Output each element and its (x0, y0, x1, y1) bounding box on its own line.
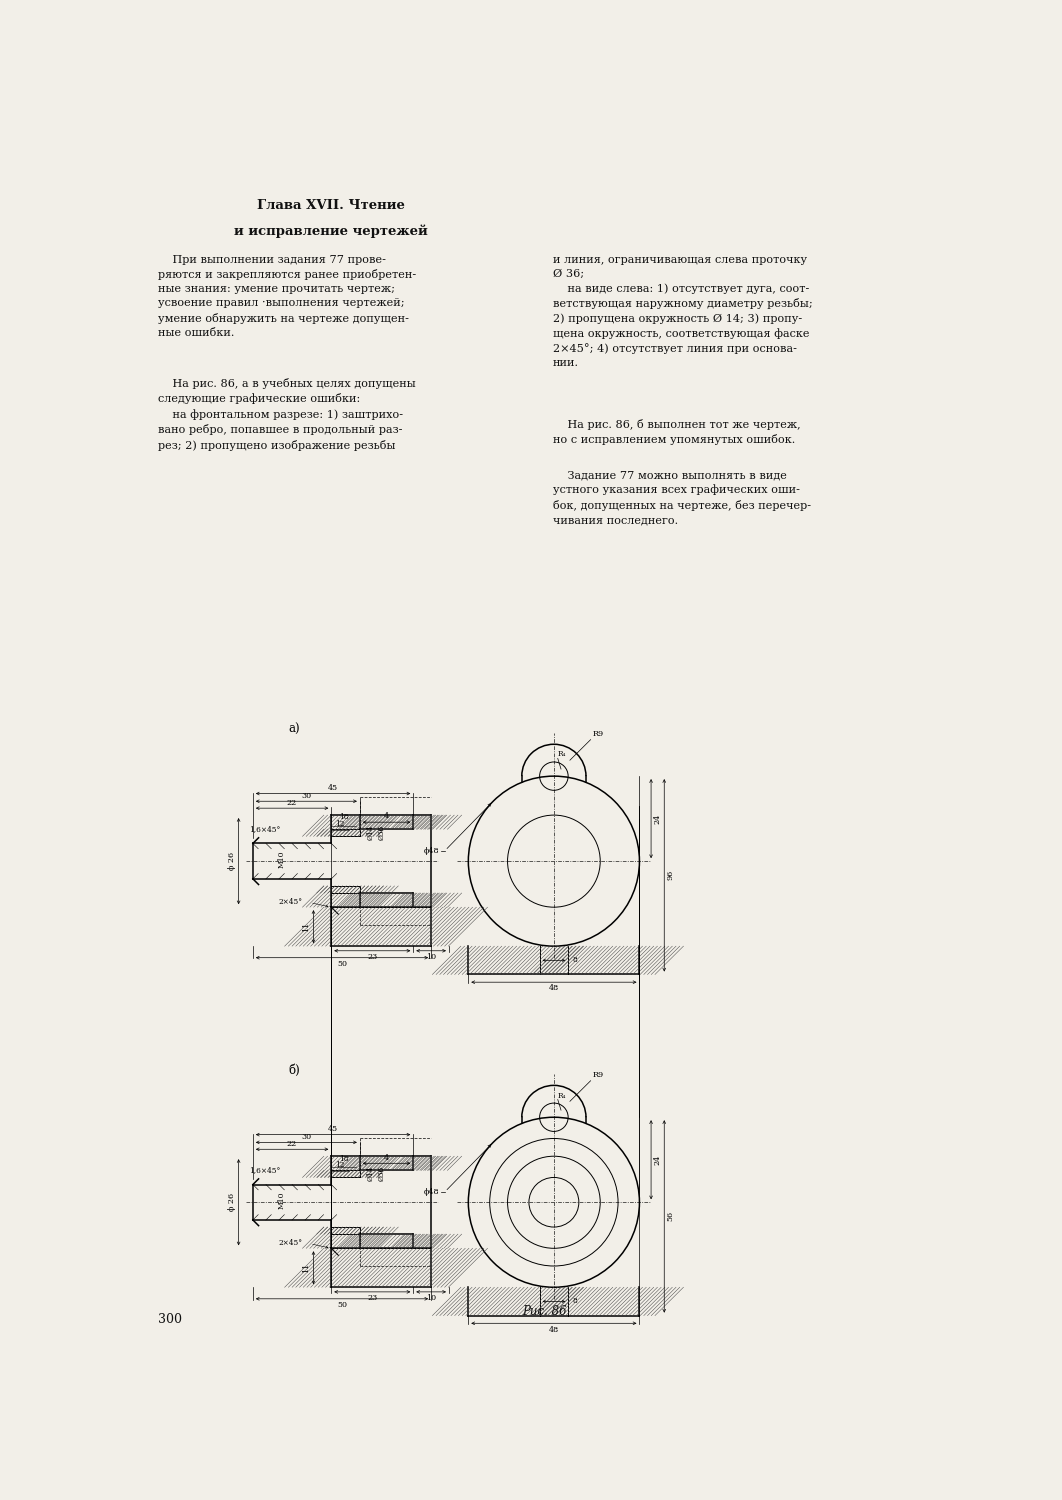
Bar (331, 830, 360, 837)
Text: ϕ 26: ϕ 26 (227, 852, 236, 870)
Bar (413, 1234, 431, 1248)
Text: 4: 4 (384, 1154, 389, 1161)
Text: Ø14: Ø14 (366, 825, 375, 840)
Text: R₄: R₄ (558, 1092, 566, 1100)
Text: ϕ48: ϕ48 (424, 846, 440, 855)
Text: 56: 56 (667, 1212, 674, 1221)
Text: 18: 18 (339, 813, 348, 822)
Text: Рис. 86: Рис. 86 (521, 1305, 567, 1318)
Bar (360, 1156, 413, 1170)
Bar (468, 1287, 539, 1316)
Text: М10: М10 (277, 850, 286, 868)
Bar (331, 1156, 360, 1178)
Text: ϕ48: ϕ48 (424, 1188, 440, 1196)
Bar (331, 908, 431, 946)
Text: 22: 22 (287, 798, 297, 807)
Text: R₄: R₄ (558, 750, 566, 759)
Bar (413, 892, 431, 908)
Bar (331, 886, 360, 908)
Text: 300: 300 (158, 1312, 183, 1326)
Bar (413, 1156, 431, 1170)
Bar (468, 946, 539, 975)
Text: 8: 8 (572, 1298, 577, 1305)
Bar (331, 1248, 431, 1287)
Text: 10: 10 (426, 952, 436, 962)
Text: 8: 8 (572, 957, 577, 964)
Bar (360, 815, 413, 830)
Text: 24: 24 (653, 1155, 662, 1166)
Text: 22: 22 (287, 1140, 297, 1148)
Text: 48: 48 (549, 984, 559, 993)
Text: 12: 12 (336, 819, 345, 828)
Text: Ø36: Ø36 (377, 825, 386, 840)
Bar (331, 886, 360, 892)
Text: и линия, ограничивающая слева проточку
Ø 36;
    на виде слева: 1) отсутствует д: и линия, ограничивающая слева проточку Ø… (553, 255, 812, 369)
Text: Глава XVII. Чтение: Глава XVII. Чтение (257, 200, 405, 213)
Bar (360, 892, 413, 908)
Bar (568, 946, 639, 975)
Text: 23: 23 (367, 1294, 377, 1302)
Text: 50: 50 (337, 960, 347, 968)
Text: 24: 24 (653, 813, 662, 824)
Text: R9: R9 (593, 1071, 603, 1078)
Text: Ø36: Ø36 (377, 1166, 386, 1180)
Text: 2×45°: 2×45° (279, 897, 303, 906)
Bar (331, 1227, 360, 1234)
Text: 18: 18 (339, 1155, 348, 1162)
Text: Ø14: Ø14 (366, 1166, 375, 1180)
Text: 48: 48 (549, 1326, 559, 1334)
Text: На рис. 86, б выполнен тот же чертеж,
но с исправлением упомянутых ошибок.: На рис. 86, б выполнен тот же чертеж, но… (553, 419, 801, 446)
Text: М10: М10 (277, 1192, 286, 1209)
Bar (331, 1227, 360, 1248)
Bar (568, 1287, 639, 1316)
Text: 45: 45 (328, 1125, 338, 1132)
Bar (413, 815, 431, 830)
Text: 11: 11 (303, 1263, 310, 1274)
Text: ϕ 26: ϕ 26 (227, 1192, 236, 1212)
Text: 96: 96 (667, 870, 674, 880)
Text: 12: 12 (336, 1161, 345, 1168)
Text: б): б) (289, 1064, 301, 1077)
Text: 10: 10 (426, 1294, 436, 1302)
Text: 11: 11 (303, 921, 310, 932)
Text: 45: 45 (328, 784, 338, 792)
Bar (360, 1234, 413, 1248)
Text: 4: 4 (384, 813, 389, 820)
Text: 2×45°: 2×45° (279, 1239, 303, 1246)
Text: 30: 30 (302, 792, 311, 800)
Text: а): а) (289, 723, 301, 736)
Text: На рис. 86, а в учебных целях допущены
следующие графические ошибки:
    на фрон: На рис. 86, а в учебных целях допущены с… (158, 378, 416, 450)
Text: 23: 23 (367, 952, 377, 962)
Text: 50: 50 (337, 1300, 347, 1310)
Text: и исправление чертежей: и исправление чертежей (235, 225, 428, 238)
Text: 1,6×45°: 1,6×45° (250, 1167, 280, 1174)
Text: Задание 77 можно выполнять в виде
устного указания всех графических оши-
бок, до: Задание 77 можно выполнять в виде устног… (553, 471, 810, 525)
Bar (331, 1170, 360, 1178)
Text: 30: 30 (302, 1132, 311, 1142)
Bar (331, 815, 360, 837)
Text: 1,6×45°: 1,6×45° (250, 825, 280, 833)
Text: При выполнении задания 77 прове-
ряются и закрепляются ранее приобретен-
ные зна: При выполнении задания 77 прове- ряются … (158, 255, 416, 338)
Text: R9: R9 (593, 730, 603, 738)
